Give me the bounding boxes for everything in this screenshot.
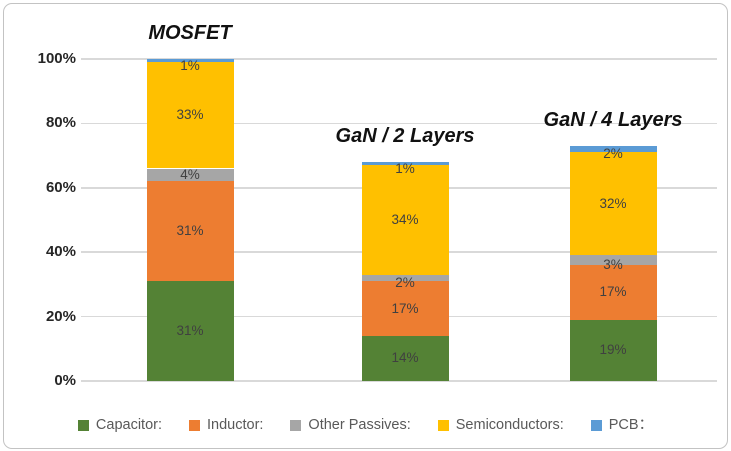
- bar-segment: [146, 62, 234, 169]
- bar-segment: [146, 168, 234, 182]
- legend-item: Inductor:: [189, 416, 263, 434]
- segment-data-label: 17%: [391, 300, 419, 316]
- category-title: GaN / 2 Layers: [335, 125, 475, 148]
- bar-segment: [146, 59, 234, 63]
- segment-data-label: 2%: [603, 146, 623, 162]
- gridline-100%: [81, 58, 717, 60]
- legend: Capacitor: Inductor: Other Passives: Semico…: [4, 416, 727, 434]
- segment-data-label: 14%: [391, 350, 419, 366]
- legend-swatch-icon: [290, 419, 302, 431]
- bar-segment: [569, 265, 657, 320]
- bar-gan-2-layers: 14% 17% 2% 34% 1%: [361, 161, 449, 381]
- segment-data-label: 17%: [599, 284, 627, 300]
- legend-item: Other Passives:: [290, 416, 411, 434]
- gridline-0%: [81, 380, 717, 382]
- bar-segment: [569, 319, 657, 381]
- legend-label: Semiconductors:: [455, 417, 564, 433]
- segment-data-label: 4%: [180, 166, 200, 182]
- segment-data-label: 19%: [599, 342, 627, 358]
- bar-segment: [361, 335, 449, 381]
- bar-segment: [361, 162, 449, 166]
- bar-gan-4-layers: 19% 17% 3% 32% 2%: [569, 145, 657, 381]
- segment-data-label: 34%: [391, 211, 419, 227]
- bar-segment: [569, 145, 657, 153]
- legend-item: Semiconductors:: [437, 416, 564, 434]
- bar-segment: [361, 274, 449, 282]
- y-axis-tick-label: 80%: [45, 114, 76, 132]
- legend-swatch-icon: [77, 419, 89, 431]
- bar-segment: [361, 165, 449, 275]
- legend-swatch-icon: [189, 419, 200, 431]
- segment-data-label: 31%: [176, 223, 204, 239]
- y-axis-tick-label: 0%: [54, 372, 76, 389]
- segment-data-label: 3%: [603, 257, 623, 273]
- legend-label: PCB：: [608, 417, 654, 433]
- bar-segment: [361, 281, 449, 336]
- category-title: MOSFET: [148, 22, 232, 44]
- y-axis-tick-label: 100%: [37, 50, 76, 67]
- bar-segment: [569, 255, 657, 266]
- segment-data-label: 1%: [180, 57, 200, 73]
- legend-swatch-icon: [590, 419, 602, 431]
- bar-segment: [569, 152, 657, 256]
- legend-label: Other Passives:: [308, 417, 411, 433]
- y-axis-tick-label: 60%: [45, 178, 76, 196]
- legend-swatch-icon: [437, 419, 449, 431]
- legend-item: PCB：: [590, 416, 654, 434]
- segment-data-label: 2%: [395, 274, 415, 290]
- chart-frame: 0% 20% 40% 60% 80% 100% 31% 31% 4% 33% 1% 14% 17% 2%…: [3, 3, 728, 449]
- y-axis-tick-label: 20%: [45, 307, 76, 325]
- y-axis-tick-label: 40%: [45, 243, 76, 261]
- bar-mosfet: 31% 31% 4% 33% 1%: [146, 58, 234, 381]
- gridline-80%: [81, 122, 717, 125]
- category-title: GaN / 4 Layers: [543, 108, 683, 131]
- bar-segment: [146, 181, 234, 282]
- legend-item: Capacitor:: [77, 416, 162, 434]
- segment-data-label: 1%: [395, 160, 415, 176]
- segment-data-label: 31%: [176, 323, 204, 339]
- legend-label: Capacitor:: [95, 417, 162, 433]
- legend-label: Inductor:: [207, 417, 264, 433]
- segment-data-label: 33%: [176, 107, 204, 123]
- segment-data-label: 32%: [599, 195, 627, 211]
- bar-segment: [146, 281, 234, 381]
